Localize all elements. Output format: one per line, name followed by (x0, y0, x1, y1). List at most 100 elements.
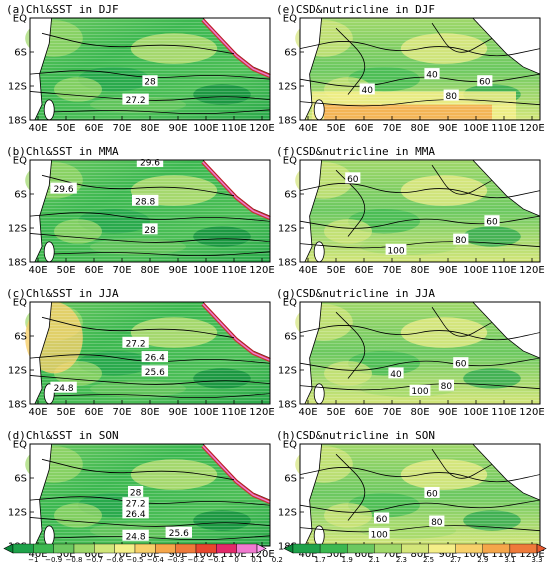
lon-tick-label: 100E (193, 407, 218, 418)
lon-tick-label: 60E (84, 549, 103, 560)
lon-tick-label: 50E (56, 265, 75, 276)
lon-tick-label: 80E (410, 265, 429, 276)
landmass-madagascar (43, 525, 55, 547)
lon-tick-label: 110E (491, 123, 516, 134)
lat-tick-label: 12S (278, 366, 297, 377)
colorbar-tick-label: −0.1 (208, 556, 225, 564)
lon-tick-label: 50E (56, 407, 75, 418)
colorbar-extend-high (536, 543, 547, 554)
map-panel-e: (e)CSD&nutricline in DJF 40 40 60 80 EQ 6S 12S 1… (276, 3, 545, 134)
contour-line (299, 183, 541, 199)
colorbar-extend-high (256, 543, 267, 554)
coastal-peak-anomaly (202, 161, 271, 219)
lon-tick-label: 90E (438, 265, 457, 276)
lon-tick-label: 90E (168, 407, 187, 418)
contour-line (335, 311, 366, 379)
contour-line (53, 251, 271, 257)
lon-tick-label: 90E (168, 123, 187, 134)
lon-tick-label: 70E (112, 407, 131, 418)
lat-tick-label: EQ (283, 156, 297, 167)
contour-label: 60 (376, 515, 388, 525)
lon-tick-label: 40E (298, 407, 317, 418)
contour-line (299, 357, 541, 371)
contour-line (299, 73, 541, 87)
colorbar-swatch (319, 543, 348, 554)
colorbar-right: 1.71.92.12.32.52.72.93.13.33.5 (283, 543, 547, 564)
contour-label-box (359, 83, 375, 95)
contour-line (41, 174, 235, 197)
contour-label-box (122, 336, 149, 348)
map-panel-d: (d)Chl&SST in SON 28 27.226.4 24.8 25.6 EQ 6S 1… (6, 429, 275, 560)
contour-label: 27.2 (126, 339, 146, 349)
colorbar-tick-label: 2.3 (396, 556, 407, 564)
lat-tick-label: 18S (278, 400, 297, 411)
contour-label-box (477, 75, 493, 87)
contour-line (299, 383, 541, 391)
colorbar-swatch (292, 543, 321, 554)
lon-tick-label: 110E (221, 549, 246, 560)
contour-label: 60 (486, 218, 498, 228)
contour-label-box (424, 68, 440, 80)
colorbar-tick-label: 3.1 (504, 556, 515, 564)
lon-tick-label: 100E (193, 549, 218, 560)
colorbar-swatch (216, 543, 237, 554)
lon-tick-label: 70E (112, 265, 131, 276)
contour-line (41, 32, 235, 55)
lon-tick-label: 40E (28, 549, 47, 560)
colorbar-tick-label: −0.4 (147, 556, 165, 564)
lat-tick-label: EQ (283, 440, 297, 451)
contour-line (53, 535, 271, 541)
colorbar-swatch (509, 543, 538, 554)
colorbar-tick-label: −0.2 (188, 556, 205, 564)
contour-label: 24.8 (54, 384, 74, 394)
lon-tick-label: 110E (221, 123, 246, 134)
lon-tick-label: 60E (354, 549, 373, 560)
contour-label-box (122, 529, 149, 541)
lon-tick-label: 90E (168, 549, 187, 560)
lon-tick-label: 120E (519, 407, 544, 418)
lon-tick-label: 60E (84, 123, 103, 134)
contour-label-box (453, 357, 469, 369)
lat-tick-label: 18S (278, 258, 297, 269)
map-panel-c: (c)Chl&SST in JJA 27.2 26.4 25.6 24.8 EQ 6S 12S… (6, 287, 275, 418)
colorbar-swatch (347, 543, 375, 554)
contour-label: 60 (426, 489, 438, 499)
contour-label-box (122, 507, 149, 519)
lat-tick-label: EQ (13, 14, 27, 25)
lat-tick-label: 12S (8, 508, 27, 519)
lon-tick-label: 120E (519, 123, 544, 134)
contour-line (29, 91, 271, 101)
contour-line (53, 393, 271, 399)
contour-label-box (141, 365, 168, 377)
lon-tick-label: 60E (84, 265, 103, 276)
colorbar-swatch (195, 543, 217, 554)
contour-label-box (141, 351, 168, 363)
contour-label: 28 (130, 488, 142, 498)
lon-tick-label: 100E (463, 265, 488, 276)
lon-tick-label: 40E (298, 123, 317, 134)
contour-line (431, 164, 493, 195)
lon-tick-label: 80E (140, 407, 159, 418)
colorbar-tick-label: 3.3 (531, 556, 542, 564)
lon-tick-label: 120E (519, 549, 544, 560)
contour-line (299, 99, 541, 107)
colorbar-swatch (155, 543, 176, 554)
colorbar-swatch (175, 543, 197, 554)
contour-line (431, 22, 493, 53)
lon-tick-label: 50E (326, 549, 345, 560)
lat-tick-label: 18S (8, 400, 27, 411)
lon-tick-label: 100E (193, 265, 218, 276)
contour-label-box (424, 486, 440, 498)
colorbar-tick-label: 2.7 (450, 556, 461, 564)
colorbar-swatch (374, 543, 402, 554)
contour-label-box (165, 526, 192, 538)
contour-label: 60 (347, 175, 359, 185)
lat-tick-label: 18S (8, 258, 27, 269)
lat-tick-label: 18S (278, 116, 297, 127)
colorbar-tick-label: 2.1 (369, 556, 380, 564)
lon-tick-label: 50E (326, 407, 345, 418)
panel-title: (g)CSD&nutricline in JJA (276, 287, 435, 300)
colorbar-tick-label: −0.8 (66, 556, 83, 564)
contour-label: 40 (390, 370, 402, 380)
